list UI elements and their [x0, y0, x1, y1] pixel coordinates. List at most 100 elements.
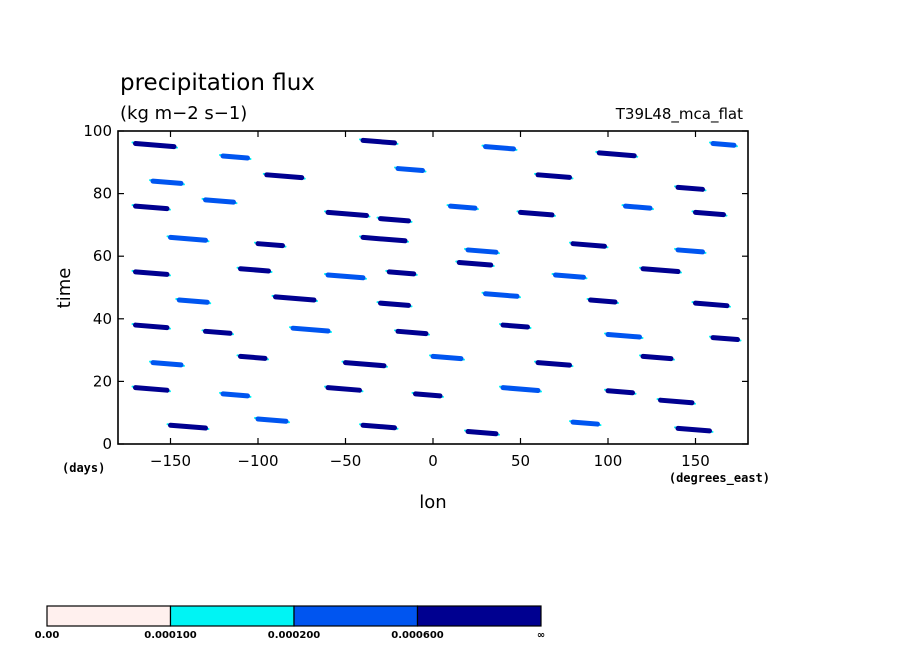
feature-streak — [465, 428, 499, 437]
feature-streak — [255, 416, 289, 424]
feature-streak — [395, 328, 429, 337]
feature-streak — [395, 166, 425, 174]
feature-streak — [675, 184, 705, 192]
feature-streak — [150, 178, 184, 186]
colorbar — [46, 605, 542, 627]
y-tick-label: 0 — [102, 435, 112, 453]
feature-streak — [168, 234, 208, 243]
y-units: (days) — [62, 461, 105, 475]
y-tick-label: 40 — [93, 310, 112, 328]
feature-streak — [378, 300, 411, 308]
feature-streak — [465, 247, 499, 255]
feature-streak — [448, 203, 478, 211]
run-label: T39L48_mca_flat — [615, 105, 743, 124]
feature-streak — [640, 266, 681, 275]
feature-streak — [133, 141, 177, 150]
y-axis-label: time — [54, 268, 75, 309]
feature-streak — [623, 203, 653, 211]
feature-streak — [325, 385, 362, 393]
x-tick-label: −100 — [237, 452, 278, 470]
colorbar-label: 0.000200 — [268, 630, 321, 641]
chart-units: (kg m−2 s−1) — [120, 103, 247, 124]
feature-streak — [150, 360, 184, 368]
feature-streak — [203, 197, 236, 205]
feature-streak — [500, 322, 530, 330]
feature-streak — [133, 203, 170, 212]
feature-streak — [588, 297, 618, 305]
feature-streak — [483, 144, 516, 152]
feature-streak — [133, 322, 170, 331]
feature-streak — [483, 291, 520, 299]
x-tick-label: −50 — [330, 452, 362, 470]
feature-streak — [675, 247, 705, 255]
colorbar-label: 0.000600 — [391, 630, 444, 641]
colorbar-swatch — [169, 605, 295, 627]
feature-streak — [360, 234, 408, 244]
y-tick-label: 60 — [93, 247, 112, 265]
feature-streak — [596, 150, 637, 159]
y-tick-label: 100 — [83, 122, 112, 140]
y-tick-label: 20 — [93, 372, 112, 390]
feature-streak — [168, 422, 208, 431]
feature-streak — [570, 241, 607, 249]
x-tick-label: 100 — [594, 452, 623, 470]
feature-streak — [220, 153, 250, 161]
feature-streak — [264, 172, 305, 181]
x-axis-ticks: −150 −100 −50 0 50 100 150 — [150, 131, 710, 470]
precipitation-features — [131, 137, 742, 437]
feature-streak — [378, 216, 411, 224]
colorbar-swatch — [416, 605, 542, 627]
y-tick-label: 80 — [93, 185, 112, 203]
feature-streak — [325, 272, 366, 281]
x-tick-label: 50 — [511, 452, 530, 470]
feature-streak — [238, 266, 271, 274]
feature-streak — [343, 360, 387, 369]
feature-streak — [238, 353, 268, 361]
feature-streak — [535, 360, 572, 368]
colorbar-labels: 0.00 0.000100 0.000200 0.000600 ∞ — [35, 630, 546, 641]
feature-streak — [413, 391, 443, 399]
x-tick-label: 150 — [681, 452, 710, 470]
feature-streak — [710, 335, 740, 343]
feature-streak — [133, 385, 170, 393]
plot-area: −150 −100 −50 0 50 100 150 0 20 40 60 80 100 — [83, 122, 749, 470]
feature-streak — [290, 325, 331, 334]
colorbar-swatch — [46, 605, 172, 627]
feature-streak — [693, 300, 730, 309]
feature-streak — [658, 397, 695, 406]
feature-streak — [220, 391, 250, 399]
feature-streak — [710, 141, 737, 148]
feature-streak — [693, 209, 726, 218]
feature-streak — [640, 353, 674, 362]
chart-title: precipitation flux — [120, 70, 315, 96]
feature-streak — [360, 422, 397, 431]
feature-streak — [518, 209, 555, 218]
colorbar-label: ∞ — [537, 630, 545, 641]
feature-streak — [570, 419, 600, 427]
feature-streak — [176, 297, 210, 305]
x-tick-label: 0 — [428, 452, 438, 470]
colorbar-swatch — [293, 605, 419, 627]
feature-streak — [430, 353, 464, 362]
feature-streak — [133, 269, 170, 277]
y-axis-ticks: 0 20 40 60 80 100 — [83, 122, 748, 453]
feature-streak — [255, 241, 285, 249]
feature-streak — [675, 425, 712, 434]
x-units: (degrees_east) — [669, 471, 770, 486]
feature-streak — [605, 331, 642, 340]
feature-streak — [386, 269, 417, 277]
colorbar-label: 0.000100 — [144, 630, 197, 641]
feature-streak — [500, 385, 541, 393]
feature-streak — [325, 209, 369, 218]
x-tick-label: −150 — [150, 452, 191, 470]
feature-streak — [605, 388, 635, 396]
feature-streak — [535, 172, 572, 180]
colorbar-label: 0.00 — [35, 630, 60, 641]
feature-streak — [553, 272, 586, 280]
feature-streak — [203, 328, 233, 336]
feature-streak — [273, 294, 317, 303]
x-axis-label: lon — [419, 492, 446, 513]
feature-streak — [360, 137, 397, 146]
feature-streak — [456, 259, 494, 268]
